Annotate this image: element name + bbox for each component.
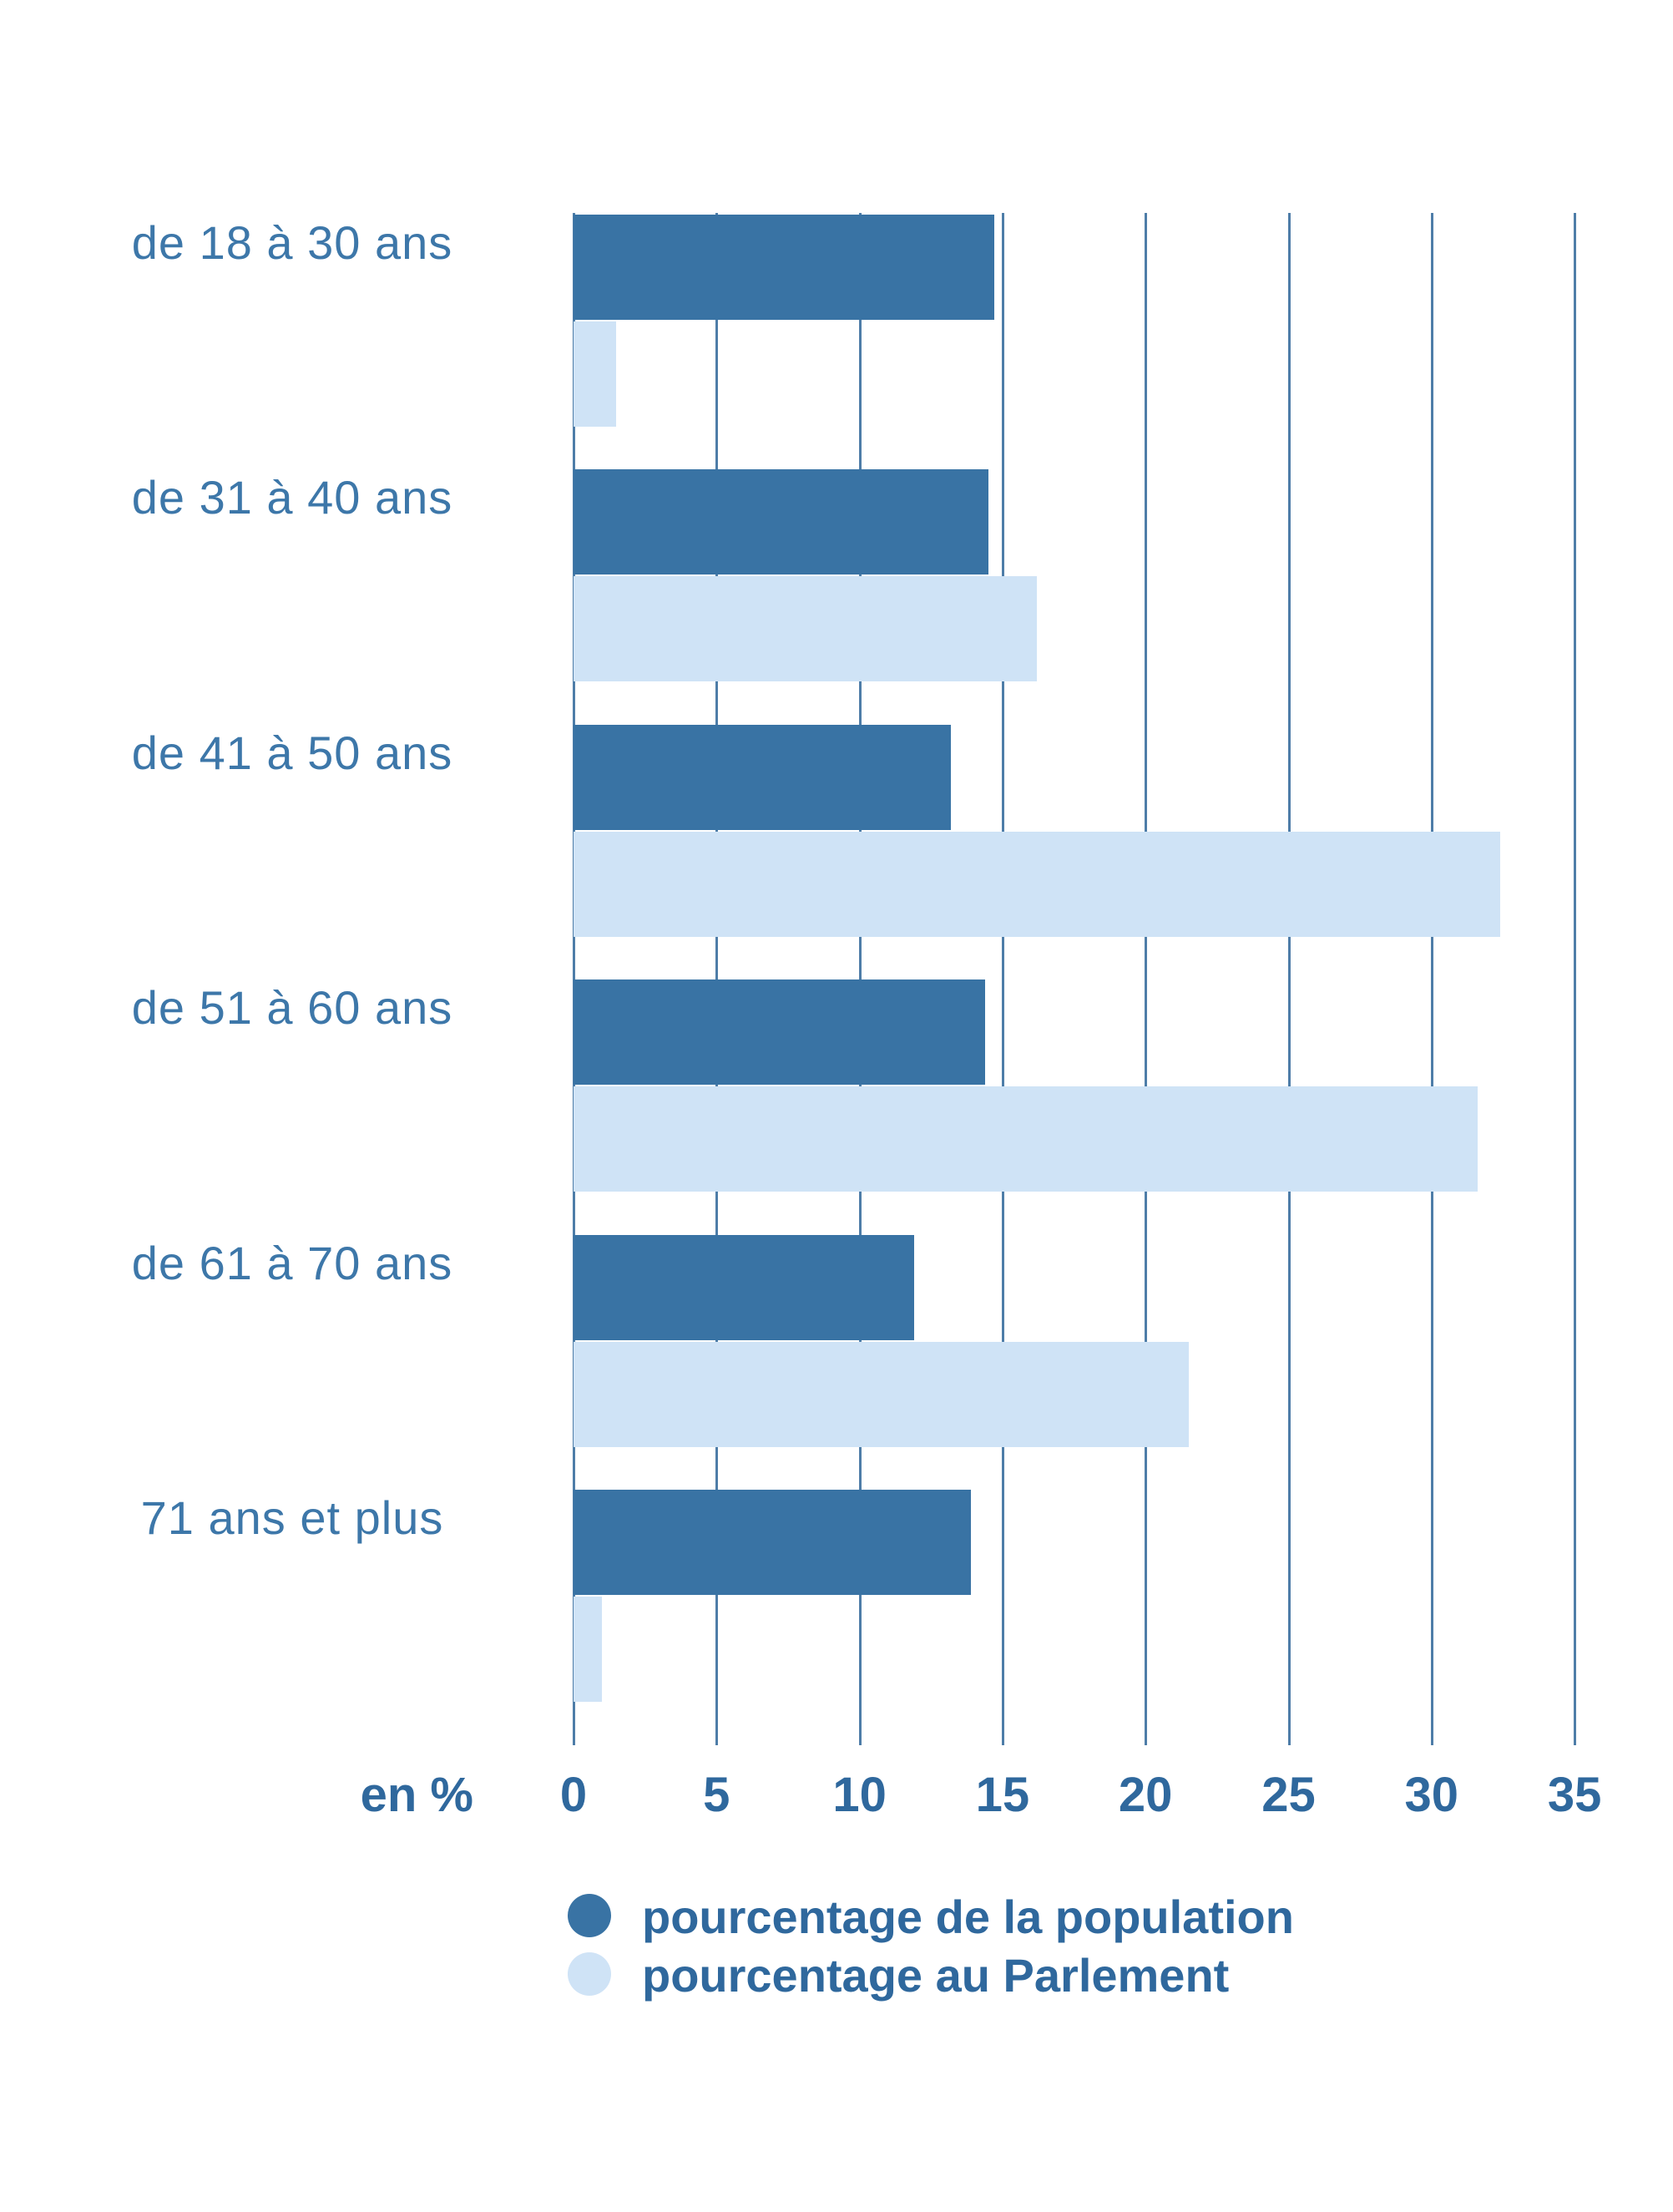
gridline-20: [1145, 213, 1148, 1745]
legend-dot-parlement: [568, 1952, 611, 1996]
bar-parlement-5: [574, 1342, 1189, 1447]
bar-parlement-2: [574, 576, 1037, 681]
category-label: de 41 à 50 ans: [131, 726, 453, 779]
gridline-30: [1430, 213, 1433, 1745]
category-label: de 51 à 60 ans: [131, 980, 453, 1034]
bar-population-6: [574, 1490, 971, 1595]
x-tick-label-25: 25: [1261, 1768, 1316, 1822]
x-tick-label-0: 0: [559, 1768, 588, 1822]
bar-population-4: [574, 979, 985, 1085]
axis-unit-label: en %: [360, 1768, 473, 1822]
bar-parlement-3: [574, 832, 1500, 937]
x-tick-label-10: 10: [832, 1768, 887, 1822]
bar-parlement-4: [574, 1086, 1478, 1192]
legend-label-population: pourcentage de la population: [642, 1891, 1294, 1943]
category-label: de 31 à 40 ans: [131, 470, 453, 524]
gridline-35: [1574, 213, 1577, 1745]
legend-label-parlement: pourcentage au Parlement: [642, 1949, 1230, 2002]
x-tick-label-5: 5: [703, 1768, 730, 1822]
bar-parlement-6: [574, 1597, 602, 1702]
gridline-10: [858, 213, 862, 1745]
bar-population-1: [574, 215, 994, 320]
bar-population-3: [574, 725, 951, 830]
gridline-15: [1001, 213, 1004, 1745]
x-tick-label-35: 35: [1547, 1768, 1602, 1822]
legend-dot-population: [568, 1894, 611, 1937]
x-tick-label-20: 20: [1118, 1768, 1173, 1822]
gridline-25: [1287, 213, 1291, 1745]
category-label: de 18 à 30 ans: [131, 215, 453, 269]
x-tick-label-30: 30: [1404, 1768, 1459, 1822]
bar-population-2: [574, 469, 988, 575]
x-tick-label-15: 15: [975, 1768, 1030, 1822]
category-label: de 61 à 70 ans: [131, 1236, 453, 1289]
bar-parlement-1: [574, 321, 616, 427]
gridline-0: [573, 213, 575, 1745]
category-label: 71 ans et plus: [140, 1491, 444, 1544]
gridline-5: [715, 213, 719, 1745]
bar-population-5: [574, 1235, 914, 1340]
